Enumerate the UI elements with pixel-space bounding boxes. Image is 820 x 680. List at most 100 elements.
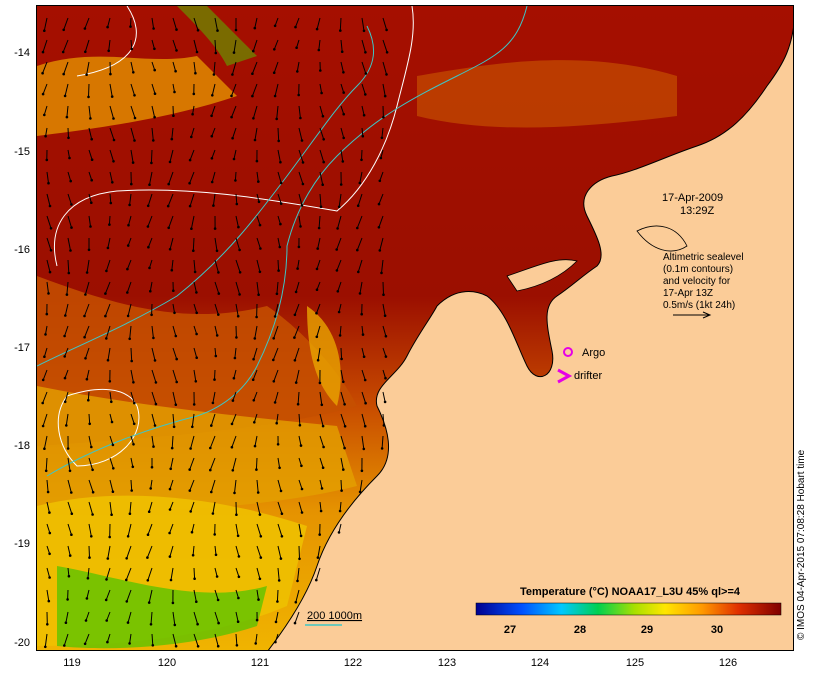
velocity-vector bbox=[235, 215, 239, 228]
velocity-vector-head bbox=[258, 223, 262, 227]
velocity-vector bbox=[107, 237, 111, 249]
velocity-vector-head bbox=[87, 248, 91, 252]
velocity-vector bbox=[169, 545, 174, 557]
velocity-vector-head bbox=[62, 28, 65, 32]
velocity-vector-head bbox=[318, 533, 322, 536]
velocity-vector bbox=[192, 237, 195, 251]
king-sound-shore bbox=[506, 259, 578, 292]
velocity-vector-head bbox=[273, 24, 277, 28]
velocity-vector bbox=[357, 193, 363, 206]
velocity-vector-head bbox=[238, 248, 241, 252]
velocity-vector bbox=[235, 259, 241, 273]
velocity-vector-head bbox=[299, 534, 303, 538]
velocity-vector-head bbox=[215, 575, 219, 578]
velocity-vector bbox=[295, 281, 300, 293]
velocity-vector bbox=[298, 193, 303, 206]
velocity-vector bbox=[167, 193, 174, 207]
velocity-vector-head bbox=[87, 95, 90, 99]
velocity-vector bbox=[67, 127, 69, 138]
velocity-vector-head bbox=[319, 509, 323, 513]
velocity-vector bbox=[234, 347, 237, 359]
velocity-vector-head bbox=[382, 293, 385, 297]
velocity-vector-head bbox=[146, 579, 150, 582]
velocity-vector-head bbox=[192, 403, 196, 406]
velocity-vector-head bbox=[43, 29, 46, 32]
velocity-vector-head bbox=[300, 139, 304, 142]
velocity-vector-head bbox=[166, 204, 170, 208]
velocity-vector-head bbox=[296, 267, 299, 270]
velocity-vector-head bbox=[109, 72, 112, 76]
velocity-vector-head bbox=[191, 425, 194, 429]
velocity-vector bbox=[298, 215, 301, 227]
velocity-vector-head bbox=[278, 466, 281, 470]
velocity-vector-head bbox=[294, 600, 298, 604]
velocity-vector-head bbox=[86, 576, 90, 580]
velocity-vector-head bbox=[44, 134, 47, 138]
velocity-vector-head bbox=[213, 378, 216, 381]
velocity-vector bbox=[42, 391, 48, 404]
velocity-vector-head bbox=[217, 292, 221, 295]
velocity-vector-head bbox=[69, 249, 72, 252]
velocity-vector-head bbox=[217, 621, 220, 625]
velocity-vector-head bbox=[196, 645, 200, 648]
velocity-vector bbox=[253, 391, 258, 401]
velocity-vector bbox=[130, 391, 135, 404]
velocity-vector bbox=[214, 589, 219, 601]
velocity-vector bbox=[214, 237, 218, 251]
velocity-vector bbox=[340, 413, 346, 427]
velocity-vector-head bbox=[274, 640, 277, 644]
velocity-vector bbox=[84, 39, 90, 52]
velocity-vector bbox=[214, 347, 217, 357]
velocity-vector bbox=[88, 501, 94, 515]
velocity-vector-head bbox=[210, 157, 214, 160]
velocity-vector-head bbox=[255, 468, 258, 471]
velocity-vector bbox=[319, 501, 322, 512]
velocity-vector-head bbox=[362, 355, 366, 359]
velocity-vector bbox=[252, 369, 258, 380]
velocity-vector-head bbox=[342, 112, 346, 116]
velocity-vector-head bbox=[342, 468, 345, 471]
velocity-vector-head bbox=[168, 555, 172, 558]
velocity-vector bbox=[361, 391, 367, 404]
velocity-vector bbox=[193, 61, 196, 74]
velocity-vector-head bbox=[300, 464, 303, 468]
velocity-vector bbox=[297, 567, 300, 581]
velocity-vector-head bbox=[63, 94, 67, 98]
velocity-vector-head bbox=[340, 489, 343, 492]
velocity-vector bbox=[212, 193, 216, 206]
velocity-vector bbox=[168, 171, 174, 185]
velocity-vector-head bbox=[130, 489, 133, 492]
velocity-vector-head bbox=[128, 642, 131, 645]
image-date: 17-Apr-2009 bbox=[662, 192, 724, 204]
velocity-vector-head bbox=[41, 92, 45, 96]
velocity-vector bbox=[64, 303, 69, 316]
velocity-vector-head bbox=[130, 359, 133, 363]
velocity-vector bbox=[276, 105, 279, 119]
velocity-vector-head bbox=[196, 29, 200, 32]
velocity-vector-head bbox=[130, 47, 134, 51]
velocity-vector-head bbox=[230, 94, 233, 98]
velocity-vector-head bbox=[258, 513, 262, 516]
sst-patch-ne bbox=[417, 60, 677, 128]
velocity-vector-head bbox=[335, 269, 339, 272]
velocity-vector bbox=[382, 83, 386, 97]
velocity-vector-head bbox=[107, 49, 110, 53]
velocity-vector-head bbox=[112, 138, 116, 142]
velocity-vector-head bbox=[210, 424, 213, 427]
velocity-vector bbox=[214, 39, 217, 54]
lon-tick-121: 121 bbox=[250, 657, 270, 669]
velocity-vector bbox=[84, 281, 90, 295]
velocity-vector bbox=[277, 567, 280, 581]
velocity-vector bbox=[64, 369, 69, 379]
colorbar bbox=[475, 602, 782, 616]
velocity-vector-head bbox=[216, 29, 219, 32]
velocity-vector-head bbox=[49, 249, 53, 252]
velocity-vector-head bbox=[258, 577, 262, 581]
velocity-vector-head bbox=[275, 117, 278, 121]
altimetry-note-line-5: 0.5m/s (1kt 24h) bbox=[663, 300, 736, 311]
velocity-vector-head bbox=[316, 247, 320, 250]
velocity-vector bbox=[67, 523, 72, 535]
velocity-vector bbox=[319, 435, 325, 448]
velocity-vector bbox=[256, 589, 259, 600]
velocity-vector bbox=[172, 347, 178, 360]
